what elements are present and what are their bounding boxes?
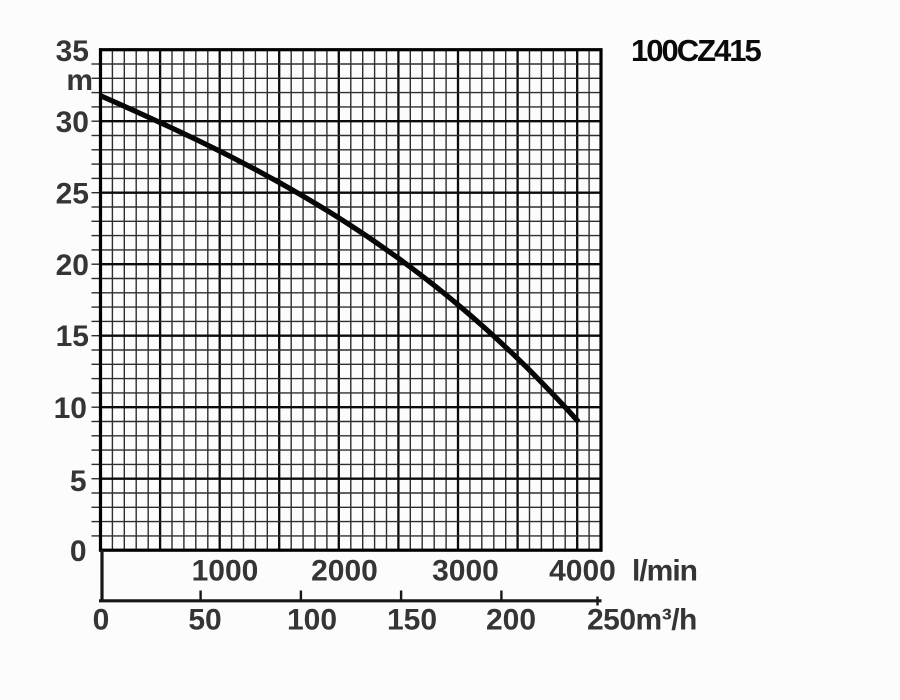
svg-text:15: 15 [56,320,89,353]
svg-text:100: 100 [287,604,337,637]
svg-text:5: 5 [70,465,87,498]
svg-text:0: 0 [93,604,110,637]
svg-text:4000: 4000 [549,555,616,588]
svg-text:m: m [66,64,93,97]
svg-text:0: 0 [70,535,87,568]
svg-text:50: 50 [188,604,221,637]
svg-text:25: 25 [56,177,89,210]
svg-text:10: 10 [54,392,87,425]
svg-text:l/min: l/min [632,555,697,588]
svg-text:30: 30 [56,106,89,139]
svg-text:150: 150 [387,604,437,637]
svg-text:2000: 2000 [311,555,378,588]
svg-text:35: 35 [56,35,89,68]
svg-text:200: 200 [486,604,536,637]
svg-text:3000: 3000 [432,555,499,588]
svg-text:20: 20 [56,249,89,282]
svg-text:250m³/h: 250m³/h [587,604,697,637]
svg-text:100CZ415: 100CZ415 [631,33,762,68]
svg-text:1000: 1000 [192,555,259,588]
